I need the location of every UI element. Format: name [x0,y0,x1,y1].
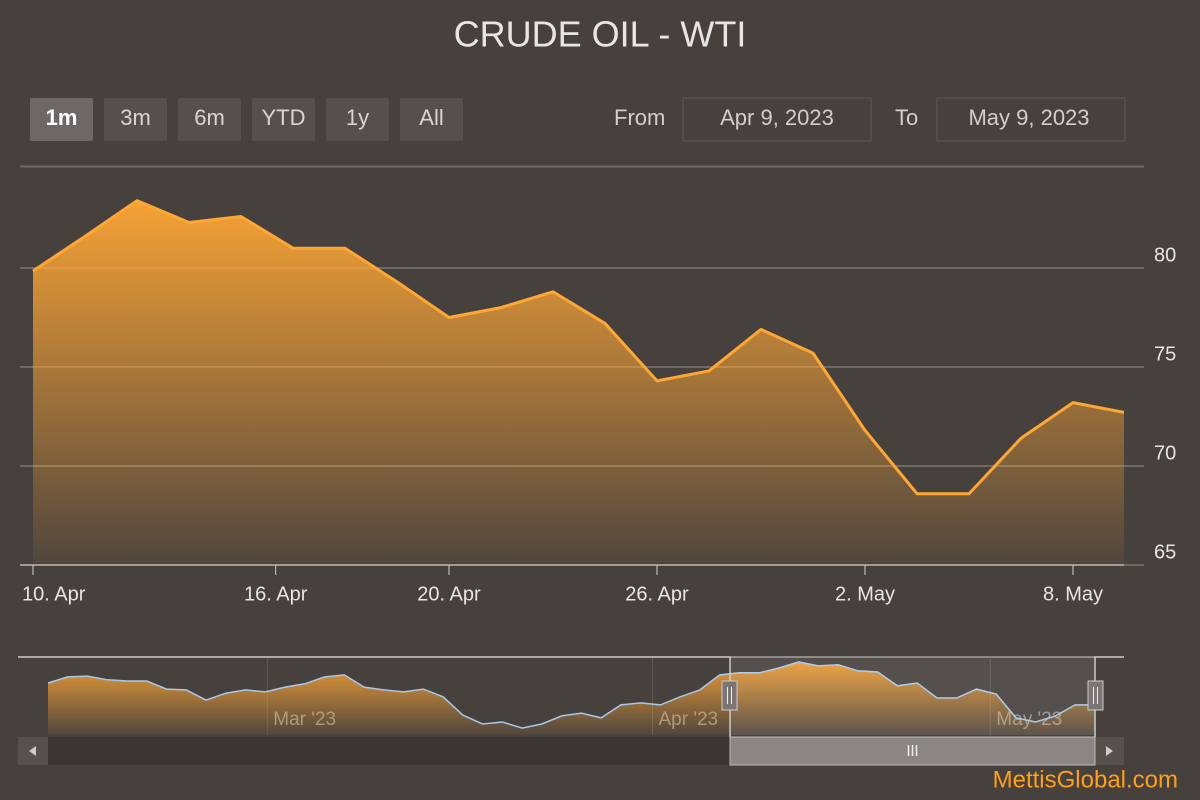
handle-body [721,680,738,711]
button-label: 6m [194,105,225,130]
y-tick-label: 80 [1154,244,1176,266]
handle-body [1087,680,1104,711]
y-tick-label: 75 [1154,343,1176,365]
y-tick-label: 70 [1154,442,1176,464]
range-button[interactable]: 1y [326,98,389,141]
x-tick-label: 26. Apr [625,583,689,605]
navigator-handle[interactable] [721,680,738,711]
from-value: Apr 9, 2023 [720,105,834,130]
range-button[interactable]: 3m [104,98,167,141]
scrollbar-arrow-right [1106,746,1113,756]
x-tick-label: 2. May [835,583,895,605]
navigator: Mar '23Apr '23May '23 [18,656,1124,766]
button-label: YTD [262,105,306,130]
to-label: To [895,105,918,130]
button-label: 3m [120,105,151,130]
scrollbar-arrow-left [29,746,36,756]
button-bg [400,98,463,141]
navigator-handle[interactable] [1087,680,1104,711]
button-label: All [419,105,443,130]
navigator-outline [18,656,1124,765]
button-bg [252,98,315,141]
navigator-area [48,661,1095,735]
button-label: 1m [46,105,78,130]
x-tick-label: 16. Apr [244,583,308,605]
chart-title: CRUDE OIL - WTI [454,14,747,55]
area-fill [33,200,1124,565]
range-button[interactable]: 6m [178,98,241,141]
x-tick-label: 10. Apr [22,583,86,605]
button-bg [30,98,93,141]
plot: 65 70 75 80 10. Apr 16. Apr 20. Apr 26. Apr 2. M… [20,199,1176,605]
area-line [32,199,1124,496]
range-button[interactable]: 1m [30,98,93,141]
y-tick-label: 65 [1154,541,1176,563]
navigator-mask [730,657,1095,735]
x-tick-label: 20. Apr [417,583,481,605]
button-bg [104,98,167,141]
to-value: May 9, 2023 [968,105,1089,130]
from-input[interactable] [682,97,872,142]
from-label: From [614,105,665,130]
button-bg [326,98,389,141]
x-tick-label: 8. May [1043,583,1103,605]
range-button[interactable]: YTD [252,98,315,141]
button-label: 1y [346,105,369,130]
range-button[interactable]: All [400,98,463,141]
series-clip [32,199,1124,565]
range-buttons: 1m 3m 6m YTD 1y All [30,98,463,141]
button-bg [178,98,241,141]
navigator-line [47,661,1095,729]
to-input[interactable] [936,97,1126,142]
credit: MettisGlobal.com [993,766,1178,793]
